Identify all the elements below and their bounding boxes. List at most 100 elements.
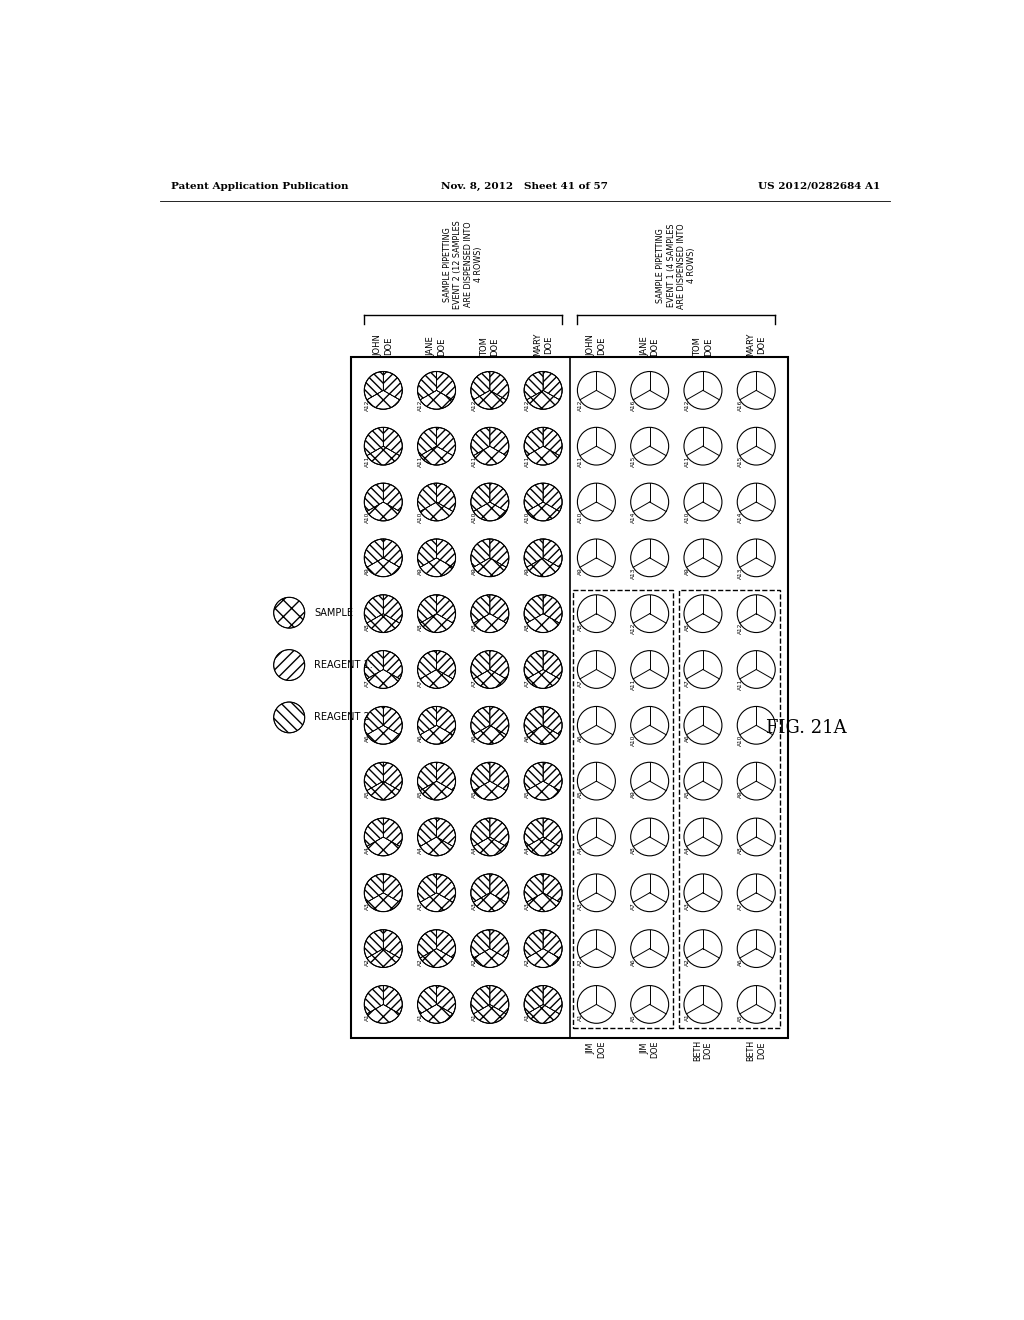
Circle shape xyxy=(578,929,615,968)
Text: JOHN
DOE: JOHN DOE xyxy=(587,334,606,356)
Circle shape xyxy=(471,428,509,465)
Circle shape xyxy=(578,428,615,465)
Wedge shape xyxy=(418,483,436,511)
Circle shape xyxy=(578,651,615,688)
Circle shape xyxy=(631,539,669,577)
Circle shape xyxy=(471,986,509,1023)
Text: US 2012/0282684 A1: US 2012/0282684 A1 xyxy=(758,182,880,190)
Text: A7: A7 xyxy=(738,903,743,909)
Wedge shape xyxy=(367,892,399,912)
Wedge shape xyxy=(420,391,453,409)
Circle shape xyxy=(631,539,669,577)
Wedge shape xyxy=(383,371,402,400)
Wedge shape xyxy=(365,539,383,568)
Wedge shape xyxy=(524,539,543,568)
Wedge shape xyxy=(489,874,509,903)
Circle shape xyxy=(631,428,669,465)
Circle shape xyxy=(737,818,775,855)
Text: A10: A10 xyxy=(632,735,636,746)
Text: A10: A10 xyxy=(579,511,583,523)
Text: A3: A3 xyxy=(685,903,689,909)
Text: A7: A7 xyxy=(632,903,636,909)
Text: REAGENT 1:: REAGENT 1: xyxy=(314,660,373,671)
Circle shape xyxy=(684,539,722,577)
Text: A1: A1 xyxy=(525,1014,529,1022)
Circle shape xyxy=(684,929,722,968)
Text: A2: A2 xyxy=(471,958,476,966)
Circle shape xyxy=(684,371,722,409)
Wedge shape xyxy=(420,1005,453,1023)
Text: A5: A5 xyxy=(525,791,529,799)
Wedge shape xyxy=(418,929,436,958)
Text: A1: A1 xyxy=(365,1014,370,1022)
Text: A11: A11 xyxy=(579,455,583,467)
Wedge shape xyxy=(365,986,383,1014)
Text: A13: A13 xyxy=(632,568,636,578)
Wedge shape xyxy=(418,595,436,623)
Wedge shape xyxy=(471,483,489,511)
Wedge shape xyxy=(489,595,509,623)
Circle shape xyxy=(578,986,615,1023)
Wedge shape xyxy=(543,371,562,400)
Wedge shape xyxy=(524,986,543,1014)
Wedge shape xyxy=(473,391,506,409)
Text: JANE
DOE: JANE DOE xyxy=(427,337,446,356)
Text: JIM
DOE: JIM DOE xyxy=(640,1040,659,1057)
Circle shape xyxy=(578,595,615,632)
Text: MARY
DOE: MARY DOE xyxy=(746,333,766,356)
Circle shape xyxy=(578,483,615,521)
Text: JOHN
DOE: JOHN DOE xyxy=(374,334,393,356)
Circle shape xyxy=(737,595,775,632)
Circle shape xyxy=(578,483,615,521)
Circle shape xyxy=(631,428,669,465)
Circle shape xyxy=(684,483,722,521)
Text: A9: A9 xyxy=(471,568,476,576)
Text: A8: A8 xyxy=(525,623,529,631)
Wedge shape xyxy=(473,614,506,632)
Circle shape xyxy=(365,595,402,632)
Text: A11: A11 xyxy=(525,455,529,467)
Circle shape xyxy=(631,706,669,744)
Wedge shape xyxy=(471,651,489,678)
Circle shape xyxy=(578,371,615,409)
Wedge shape xyxy=(383,651,402,678)
Circle shape xyxy=(471,483,509,521)
Wedge shape xyxy=(524,818,543,846)
Text: A5: A5 xyxy=(365,791,370,799)
Circle shape xyxy=(684,595,722,632)
Wedge shape xyxy=(471,371,489,400)
Wedge shape xyxy=(543,818,562,846)
Text: A12: A12 xyxy=(471,400,476,411)
Wedge shape xyxy=(418,371,436,400)
Wedge shape xyxy=(383,595,402,623)
Wedge shape xyxy=(420,949,453,968)
Wedge shape xyxy=(436,651,456,678)
Text: A13: A13 xyxy=(738,568,743,578)
Text: SAMPLE PIPETTING
EVENT 2 (12 SAMPLES
ARE DISPENSED INTO
4 ROWS): SAMPLE PIPETTING EVENT 2 (12 SAMPLES ARE… xyxy=(443,220,483,309)
Circle shape xyxy=(684,929,722,968)
Wedge shape xyxy=(524,483,543,511)
Circle shape xyxy=(418,651,456,688)
Text: TOM
DOE: TOM DOE xyxy=(693,338,713,356)
Circle shape xyxy=(418,371,456,409)
Wedge shape xyxy=(543,428,562,455)
Wedge shape xyxy=(471,929,489,958)
Circle shape xyxy=(471,929,509,968)
Circle shape xyxy=(631,651,669,688)
Circle shape xyxy=(631,929,669,968)
Circle shape xyxy=(737,818,775,855)
Wedge shape xyxy=(489,539,509,568)
Text: A8: A8 xyxy=(471,623,476,631)
Text: A6: A6 xyxy=(579,735,583,742)
Wedge shape xyxy=(543,483,562,511)
Circle shape xyxy=(737,539,775,577)
Text: A11: A11 xyxy=(738,678,743,690)
Text: A5: A5 xyxy=(632,1014,636,1022)
Circle shape xyxy=(737,371,775,409)
Circle shape xyxy=(418,706,456,744)
Circle shape xyxy=(471,595,509,632)
Wedge shape xyxy=(473,892,506,912)
Circle shape xyxy=(365,762,402,800)
Wedge shape xyxy=(524,651,543,678)
Circle shape xyxy=(578,929,615,968)
